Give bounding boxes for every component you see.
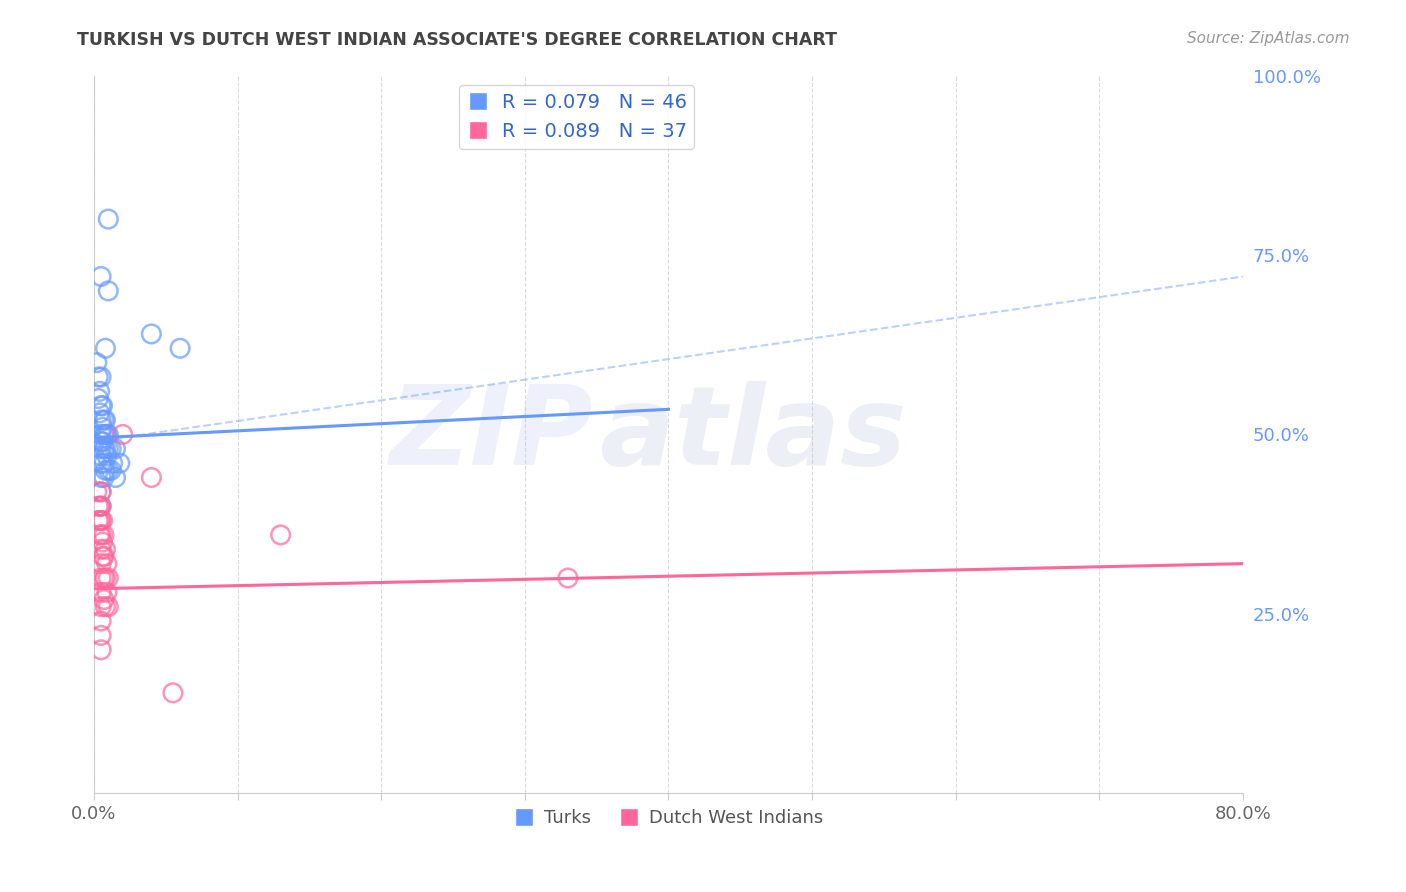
Point: [94, 341, 117, 355]
Point: [90, 599, 112, 614]
Point: [90, 542, 112, 557]
Point: [90, 427, 112, 442]
Point: [97, 212, 120, 227]
Point: [93, 413, 115, 427]
Point: [93, 442, 115, 456]
Point: [94, 571, 117, 585]
Point: [97, 442, 120, 456]
Point: [90, 434, 112, 449]
Point: [96, 557, 118, 571]
Point: [90, 484, 112, 499]
Point: [97, 571, 120, 585]
Legend: Turks, Dutch West Indians: Turks, Dutch West Indians: [506, 802, 831, 835]
Point: [94, 442, 117, 456]
Point: [90, 370, 112, 384]
Text: Source: ZipAtlas.com: Source: ZipAtlas.com: [1187, 31, 1350, 46]
Point: [90, 484, 112, 499]
Point: [90, 269, 112, 284]
Point: [89, 384, 111, 399]
Point: [94, 427, 117, 442]
Text: TURKISH VS DUTCH WEST INDIAN ASSOCIATE'S DEGREE CORRELATION CHART: TURKISH VS DUTCH WEST INDIAN ASSOCIATE'S…: [77, 31, 838, 49]
Point: [86, 356, 108, 370]
Point: [90, 528, 112, 542]
Point: [96, 449, 118, 463]
Point: [100, 463, 122, 477]
Point: [94, 542, 117, 557]
Point: [90, 642, 112, 657]
Point: [93, 549, 115, 564]
Point: [93, 427, 115, 442]
Point: [90, 614, 112, 628]
Point: [141, 470, 163, 484]
Point: [96, 427, 118, 442]
Point: [93, 470, 115, 484]
Point: [87, 500, 110, 514]
Point: [141, 326, 163, 341]
Point: [90, 470, 112, 484]
Point: [97, 463, 120, 477]
Point: [90, 413, 112, 427]
Point: [93, 571, 115, 585]
Point: [108, 456, 131, 470]
Point: [91, 535, 114, 549]
Point: [90, 500, 112, 514]
Point: [101, 456, 124, 470]
Point: [90, 557, 112, 571]
Point: [162, 686, 184, 700]
Point: [100, 442, 122, 456]
Point: [93, 528, 115, 542]
Point: [87, 514, 110, 528]
Point: [96, 585, 118, 599]
Point: [90, 585, 112, 599]
Point: [90, 514, 112, 528]
Point: [91, 549, 114, 564]
Point: [97, 284, 120, 298]
Point: [91, 434, 114, 449]
Point: [89, 528, 111, 542]
Point: [169, 341, 191, 355]
Point: [104, 442, 127, 456]
Point: [94, 599, 117, 614]
Point: [90, 571, 112, 585]
Point: [89, 406, 111, 420]
Point: [94, 413, 117, 427]
Point: [91, 514, 114, 528]
Point: [557, 571, 579, 585]
Point: [91, 399, 114, 413]
Point: [89, 500, 111, 514]
Point: [93, 592, 115, 607]
Point: [86, 484, 108, 499]
Point: [90, 500, 112, 514]
Point: [97, 599, 120, 614]
Text: atlas: atlas: [599, 381, 907, 488]
Point: [104, 470, 127, 484]
Point: [111, 427, 134, 442]
Text: ZIP: ZIP: [391, 381, 593, 488]
Point: [90, 456, 112, 470]
Point: [90, 449, 112, 463]
Point: [90, 442, 112, 456]
Point: [87, 370, 110, 384]
Point: [93, 456, 115, 470]
Point: [270, 528, 292, 542]
Point: [90, 399, 112, 413]
Point: [91, 420, 114, 434]
Point: [90, 628, 112, 642]
Point: [94, 463, 117, 477]
Point: [89, 514, 111, 528]
Point: [87, 392, 110, 406]
Point: [97, 427, 120, 442]
